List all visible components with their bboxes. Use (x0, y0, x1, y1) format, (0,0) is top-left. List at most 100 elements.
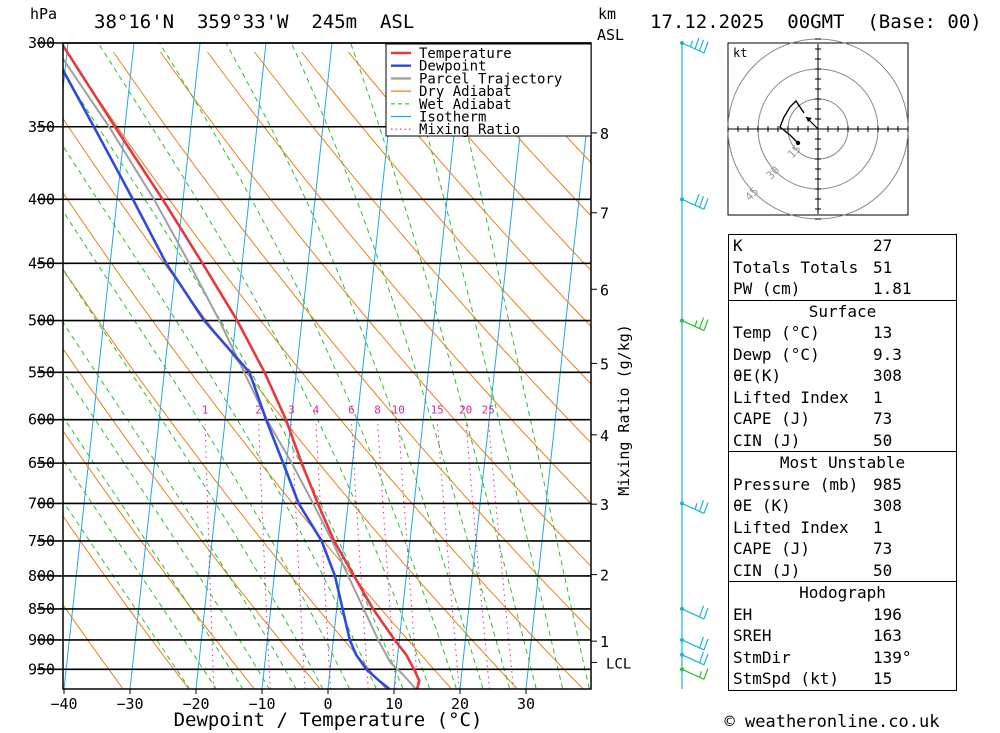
surface-cape-value: 73 (873, 409, 893, 428)
pw-label: PW (cm) (733, 279, 801, 298)
wind-barb-half-flag (689, 40, 694, 48)
mu-cape-label: CAPE (J) (733, 539, 811, 558)
wind-barb (680, 667, 709, 680)
km-tick-label: 4 (600, 427, 609, 445)
mu-cape-value: 73 (873, 539, 893, 558)
dry-adiabat-line (63, 191, 453, 689)
x-tick-label: 10 (385, 695, 403, 713)
isotherm-line (327, 43, 399, 689)
wind-barb-flag (698, 651, 705, 664)
km-tick-label: 3 (600, 496, 609, 514)
isotherm-line (195, 43, 267, 689)
wind-barb-flag (694, 37, 700, 50)
wind-barb-flag (698, 196, 705, 208)
wind-barb-flag (698, 317, 705, 329)
mixing-ratio-label: 4 (313, 404, 320, 417)
sreh-value: 163 (873, 626, 902, 645)
dry-adiabat-line (301, 51, 591, 385)
x-tick-label: −10 (248, 695, 275, 713)
wind-barb-flag (703, 638, 709, 651)
mixing-ratio-label: 6 (348, 404, 355, 417)
pressure-tick-label: 650 (28, 454, 55, 472)
surface-theta-label: θE(K) (733, 366, 782, 385)
surface-title: Surface (729, 299, 956, 323)
totals-label: Totals Totals (733, 257, 859, 277)
mixing-ratio-line (315, 424, 332, 689)
surface-li-label: Lifted Index (733, 387, 849, 407)
dry-adiabat-line (63, 117, 518, 689)
isotherm-line (63, 43, 135, 689)
km-tick-label: 8 (600, 125, 609, 143)
mixing-ratio-label: 25 (482, 404, 495, 417)
mixing-ratio-label: 3 (288, 404, 295, 417)
pressure-tick-label: 800 (28, 567, 55, 585)
lcl-label: LCL (606, 656, 631, 672)
pressure-tick-label: 950 (28, 660, 55, 678)
x-tick-label: −30 (116, 695, 143, 713)
x-tick-label: 30 (517, 695, 535, 713)
plot-frame (62, 42, 592, 690)
mu-li-label: Lifted Index (733, 517, 849, 537)
isotherm-line (393, 43, 465, 689)
wind-barb-flag (698, 500, 705, 512)
pressure-tick-label: 600 (28, 411, 55, 429)
dry-adiabat-line (207, 51, 591, 505)
wind-barb (680, 651, 709, 666)
wet-adiabat-line (63, 71, 404, 689)
eh-value: 196 (873, 604, 902, 624)
dry-adiabat-line (63, 268, 387, 689)
wind-barb-shaft (681, 608, 705, 620)
legend-entry-label: Dewpoint (419, 59, 486, 75)
mixing-ratio-line (351, 424, 369, 689)
km-tick-label: 6 (600, 281, 609, 299)
indices-table: K 27 Totals Totals 51 PW (cm) 1.81 Surface … (728, 234, 957, 691)
mu-theta-value: 308 (873, 496, 902, 515)
pressure-tick-label: 350 (28, 118, 55, 136)
wet-adiabat-line (97, 43, 431, 689)
wind-barb-flag (698, 39, 705, 52)
isotherm-line (0, 43, 2, 689)
surface-temp-value: 13 (873, 323, 893, 342)
surface-theta-value: 308 (873, 366, 902, 385)
wet-adiabat-line (63, 210, 351, 689)
legend-entry-label: Parcel Trajectory (419, 71, 562, 87)
km-tick-label: 1 (600, 633, 609, 651)
most-unstable-title: Most Unstable (729, 451, 956, 474)
legend-entry-label: Wet Adiabat (419, 97, 512, 113)
wind-barb-shaft (681, 502, 705, 514)
wind-barb-shaft (681, 654, 705, 666)
asl-label: ASL (597, 26, 624, 44)
isotherm-line (525, 84, 591, 689)
wind-barb (680, 500, 709, 514)
totals-value: 51 (873, 257, 893, 277)
km-tick-label: 5 (600, 355, 609, 373)
wind-barb-half-flag (694, 320, 698, 327)
mu-li-value: 1 (873, 517, 883, 537)
pressure-tick-label: 300 (28, 34, 55, 52)
mixing-ratio-labels: 1 2 3 4 6 8 10 15 20 25 (202, 404, 495, 417)
pressure-tick-label: 750 (28, 532, 55, 550)
eh-label: EH (733, 604, 753, 624)
mu-pressure-label: Pressure (mb) (733, 474, 859, 494)
hodograph-table-title: Hodograph (729, 581, 956, 604)
wind-barbs (680, 37, 709, 689)
mixing-ratio-label: 20 (459, 404, 472, 417)
mixing-ratio-line (488, 424, 514, 689)
mixing-ratio-line (377, 424, 397, 689)
mixing-ratio-label: 8 (374, 404, 381, 417)
wind-barb-flag (698, 605, 705, 618)
km-tick-label: 2 (600, 567, 609, 585)
mixing-ratio-line (437, 424, 460, 689)
pw-value: 1.81 (873, 279, 912, 298)
pressure-tick-label: 900 (28, 631, 55, 649)
wind-barb-half-flag (694, 503, 698, 510)
wet-adiabat-line (159, 43, 457, 689)
x-tick-label: −40 (50, 695, 77, 713)
km-axis-ticks: 1 2 3 4 5 6 7 8 LCL (591, 125, 631, 672)
k-label: K (733, 236, 743, 255)
mixing-ratio-line (291, 424, 306, 689)
wind-barb-flag (703, 41, 709, 54)
dry-adiabat-line (348, 51, 591, 328)
